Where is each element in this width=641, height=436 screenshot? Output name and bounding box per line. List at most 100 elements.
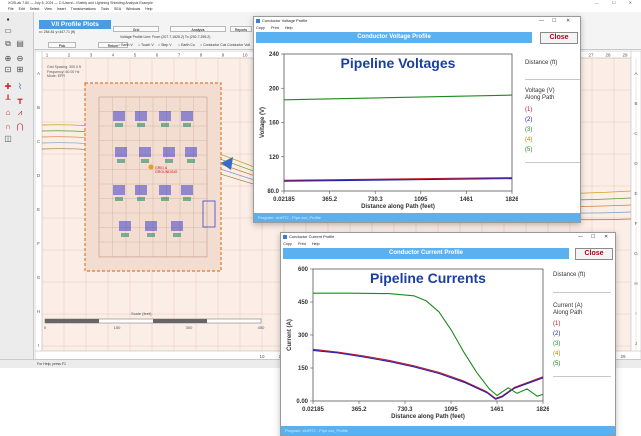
scale-bar-segment xyxy=(153,319,207,323)
x-tick-label: 1826 xyxy=(505,197,518,203)
legend-item-1: (1) xyxy=(553,321,561,327)
plot-option-radio[interactable]: ○ Conductor Cur xyxy=(200,43,226,47)
ruler-bottom-label: 10 xyxy=(259,354,265,359)
app-menu-item[interactable]: Windows xyxy=(126,7,141,11)
menu-copy[interactable]: Copy xyxy=(283,242,292,246)
plate-tool-icon[interactable]: ┳ xyxy=(17,95,23,104)
window-app-icon xyxy=(283,235,287,239)
plot-option-radio[interactable]: ○ Conductor Volt xyxy=(224,43,250,47)
y-tick-label: 600 xyxy=(298,267,309,273)
series-line-3 xyxy=(283,94,513,101)
maximize-icon[interactable]: ☐ xyxy=(591,234,596,240)
copy-icon[interactable]: ⧉ xyxy=(5,39,11,48)
x-tick-label: 1461 xyxy=(490,407,504,413)
minimize-icon[interactable]: — xyxy=(539,18,544,24)
lightning-tool-icon[interactable]: ⌂ xyxy=(5,108,11,117)
zoom-window-icon[interactable]: ⊡ xyxy=(4,65,12,74)
minimize-icon[interactable]: — xyxy=(578,234,583,240)
paste-icon[interactable]: ▤ xyxy=(16,39,24,48)
legend-item-4: (4) xyxy=(525,137,533,143)
y-axis-label: Voltage (V) xyxy=(260,107,266,138)
close-icon[interactable]: ✕ xyxy=(566,18,571,24)
plot-option-radio[interactable]: ○ Earth V xyxy=(118,43,133,47)
menu-print[interactable]: Print xyxy=(297,242,306,246)
series-line-1 xyxy=(312,348,544,399)
menu-help[interactable]: Help xyxy=(311,242,320,246)
plot-option-radio[interactable]: ○ Touch V xyxy=(138,43,154,47)
magnet-tool-icon[interactable]: ∩ xyxy=(5,122,11,131)
return-button[interactable]: Return xyxy=(98,42,128,48)
grid-info-text: Grid Spacing: 300.0 ft Frequency: 60.00 H… xyxy=(47,65,81,79)
equipment-block xyxy=(159,111,171,121)
legend-distance-label: Distance (ft) xyxy=(525,60,558,66)
app-menu-item[interactable]: Transformations xyxy=(70,7,96,11)
zoom-all-icon[interactable]: ⊞ xyxy=(16,65,24,74)
app-menu-item[interactable]: Edit xyxy=(18,7,25,11)
plot-option-radio[interactable]: ○ Earth Cu xyxy=(178,43,195,47)
ruler-top-label: 28 xyxy=(605,53,611,58)
rod-tool-icon[interactable]: ┸ xyxy=(5,95,11,104)
app-menu-item[interactable]: View xyxy=(44,7,52,11)
legend-divider xyxy=(525,79,580,80)
y-tick-label: 160 xyxy=(269,121,280,127)
legend-distance-label: Distance (ft) xyxy=(553,272,586,278)
layers-icon[interactable]: ◫ xyxy=(4,134,12,143)
menu-print[interactable]: Print xyxy=(270,26,279,30)
mast-tool-icon[interactable]: ⩘ xyxy=(17,108,23,117)
menu-help[interactable]: Help xyxy=(284,26,293,30)
x-tick-label: 1095 xyxy=(444,407,458,413)
plot-area xyxy=(283,53,513,192)
equipment-block xyxy=(121,233,129,237)
electrode-tool-icon[interactable]: ⌇ xyxy=(18,82,22,91)
plot-option-label: Step V xyxy=(161,43,172,47)
app-menu-item[interactable]: Help xyxy=(145,7,153,11)
legend-item-3: (3) xyxy=(525,127,533,133)
radio-icon: ○ xyxy=(138,43,142,47)
equipment-block xyxy=(141,159,149,163)
app-window-controls[interactable]: — ☐ ✕ xyxy=(594,0,638,5)
analysis-button[interactable]: Analysis xyxy=(170,26,226,32)
save-icon[interactable]: ▪ xyxy=(6,15,10,24)
legend-title: Voltage (V) Along Path xyxy=(525,88,555,102)
equipment-block xyxy=(181,111,193,121)
legend-item-5: (5) xyxy=(525,147,533,153)
x-tick-label: 365.2 xyxy=(351,407,367,413)
close-icon[interactable]: ✕ xyxy=(604,234,609,240)
zoom-out-icon[interactable]: ⊖ xyxy=(16,54,24,63)
equipment-block xyxy=(161,123,169,127)
zoom-in-icon[interactable]: ⊕ xyxy=(4,54,12,63)
app-menu-item[interactable]: SEA xyxy=(114,7,122,11)
reports-button[interactable]: Reports xyxy=(230,26,252,32)
close-button[interactable]: Close xyxy=(575,248,613,260)
pick-button[interactable]: Pick xyxy=(48,42,76,48)
equipment-block xyxy=(165,159,173,163)
equipment-block xyxy=(115,147,127,157)
print-icon[interactable]: ▭ xyxy=(4,26,12,35)
x-axis-label: Distance along Path (feet) xyxy=(391,414,465,420)
chart-title: Pipeline Currents xyxy=(370,270,486,286)
equipment-block xyxy=(119,221,131,231)
legend-item-3: (3) xyxy=(553,341,561,347)
close-button[interactable]: Close xyxy=(540,32,578,44)
app-menu-item[interactable]: File xyxy=(8,7,14,11)
north-arrow-icon xyxy=(221,157,233,170)
shield-tool-icon[interactable]: ⋂ xyxy=(16,122,24,131)
conductor-tool-icon[interactable]: ✚ xyxy=(4,82,12,91)
app-menu-item[interactable]: Select xyxy=(29,7,40,11)
menu-copy[interactable]: Copy xyxy=(256,26,265,30)
vi-profile-title: V/I Profile Plots xyxy=(39,20,111,29)
grid-button[interactable]: Grid xyxy=(113,26,159,32)
app-menu-item[interactable]: Insert xyxy=(56,7,66,11)
app-menu-item[interactable]: Tools xyxy=(100,7,110,11)
legend-divider xyxy=(553,376,611,377)
plot-option-radio[interactable]: ○ Step V xyxy=(158,43,172,47)
equipment-block xyxy=(161,197,169,201)
equipment-block xyxy=(135,111,147,121)
ruler-top-label: 8 xyxy=(200,53,203,58)
equipment-block xyxy=(163,147,175,157)
maximize-icon[interactable]: ☐ xyxy=(552,18,557,24)
equipment-block xyxy=(173,233,181,237)
ruler-left-label: A xyxy=(37,71,40,76)
ruler-left xyxy=(34,50,43,362)
ruler-top-label: 6 xyxy=(156,53,159,58)
